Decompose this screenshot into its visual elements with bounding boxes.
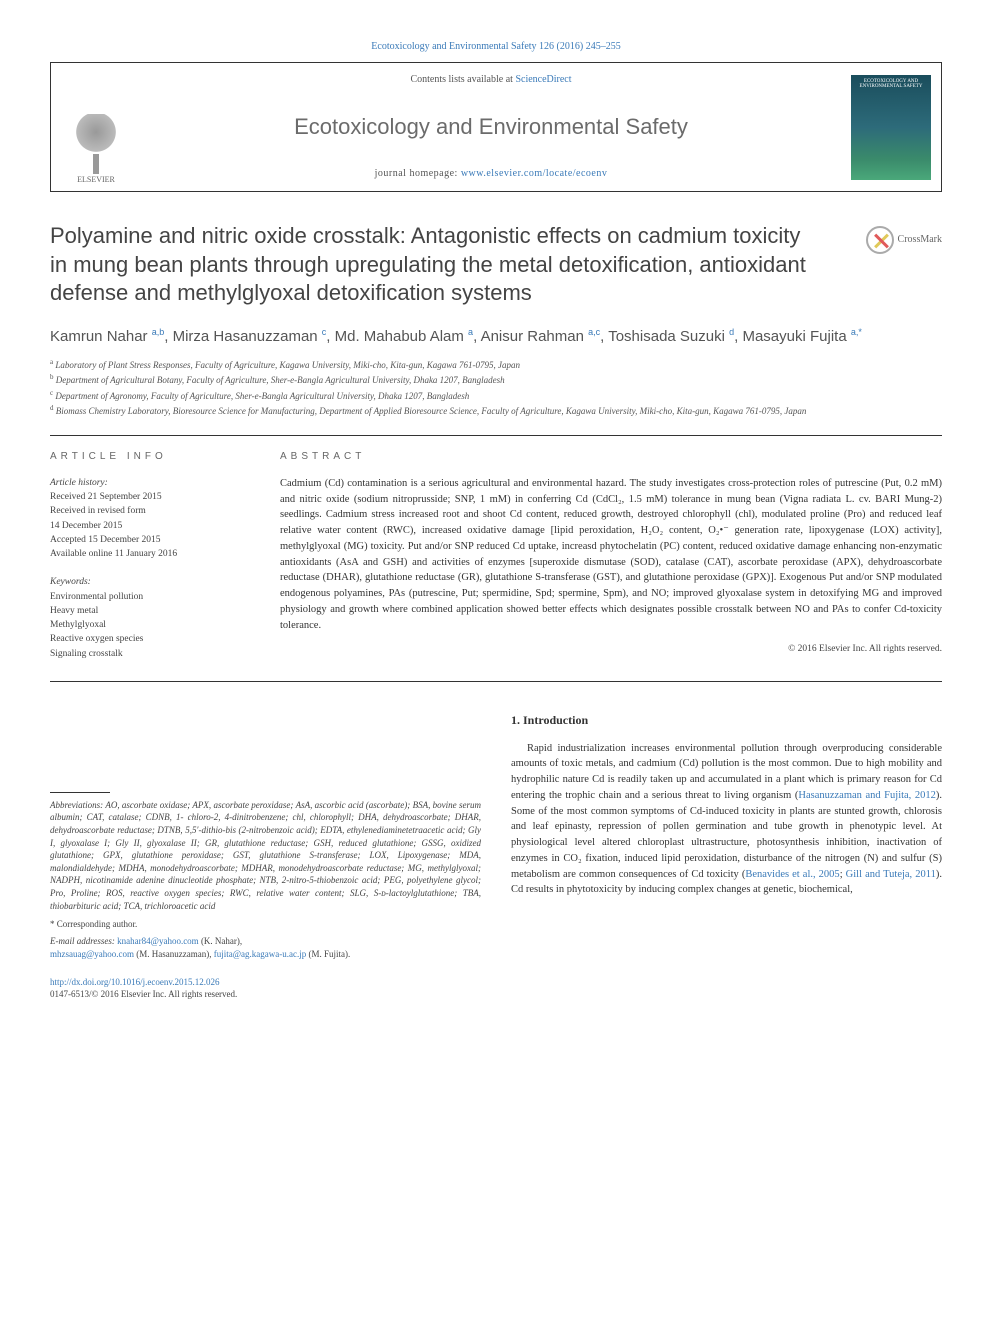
citation-link[interactable]: Hasanuzzaman and Fujita, 2012 — [798, 790, 936, 801]
article-info-label: ARTICLE INFO — [50, 450, 250, 464]
homepage-prefix: journal homepage: — [375, 168, 461, 179]
crossmark-badge[interactable]: CrossMark — [866, 226, 942, 254]
affiliations: a Laboratory of Plant Stress Responses, … — [50, 357, 942, 419]
history-line: Received in revised form — [50, 504, 250, 518]
right-column: 1. Introduction Rapid industrialization … — [511, 712, 942, 1001]
history-line: Received 21 September 2015 — [50, 490, 250, 504]
divider-bottom — [50, 681, 942, 682]
email-name: (M. Hasanuzzaman), — [134, 949, 214, 959]
left-column: Abbreviations: AO, ascorbate oxidase; AP… — [50, 712, 481, 1001]
journal-cover-icon: ECOTOXICOLOGY AND ENVIRONMENTAL SAFETY — [851, 75, 931, 180]
keyword-item: Environmental pollution — [50, 590, 250, 604]
email-link[interactable]: fujita@ag.kagawa-u.ac.jp — [214, 949, 307, 959]
publisher-logo-cell: ELSEVIER — [51, 63, 141, 191]
homepage-link[interactable]: www.elsevier.com/locate/ecoenv — [461, 168, 608, 179]
history-line: Accepted 15 December 2015 — [50, 533, 250, 547]
keyword-item: Signaling crosstalk — [50, 647, 250, 661]
abbreviations-block: Abbreviations: AO, ascorbate oxidase; AP… — [50, 799, 481, 912]
elsevier-logo: ELSEVIER — [71, 114, 121, 185]
citation-reference: Ecotoxicology and Environmental Safety 1… — [50, 40, 942, 54]
crossmark-label: CrossMark — [898, 233, 942, 247]
contents-line: Contents lists available at ScienceDirec… — [410, 73, 571, 87]
abstract-column: ABSTRACT Cadmium (Cd) contamination is a… — [280, 450, 942, 661]
introduction-text: Rapid industrialization increases enviro… — [511, 741, 942, 899]
corresponding-author: * Corresponding author. — [50, 918, 481, 931]
email-name: (M. Fujita). — [306, 949, 350, 959]
sciencedirect-link[interactable]: ScienceDirect — [515, 74, 571, 85]
email-link[interactable]: knahar84@yahoo.com — [117, 936, 199, 946]
affiliation-line: c Department of Agronomy, Faculty of Agr… — [50, 388, 942, 404]
affiliation-line: a Laboratory of Plant Stress Responses, … — [50, 357, 942, 373]
journal-cover-cell: ECOTOXICOLOGY AND ENVIRONMENTAL SAFETY — [841, 63, 941, 191]
article-title: Polyamine and nitric oxide crosstalk: An… — [50, 222, 942, 308]
doi-block: http://dx.doi.org/10.1016/j.ecoenv.2015.… — [50, 976, 481, 1001]
history-line: Available online 11 January 2016 — [50, 547, 250, 561]
email-name: (K. Nahar), — [199, 936, 242, 946]
publisher-name: ELSEVIER — [77, 174, 115, 185]
homepage-line: journal homepage: www.elsevier.com/locat… — [375, 167, 608, 181]
affiliation-line: d Biomass Chemistry Laboratory, Bioresou… — [50, 403, 942, 419]
journal-header: ELSEVIER Contents lists available at Sci… — [50, 62, 942, 192]
history-label: Article history: — [50, 476, 250, 490]
keyword-item: Heavy metal — [50, 604, 250, 618]
authors-line: Kamrun Nahar a,b, Mirza Hasanuzzaman c, … — [50, 326, 942, 347]
abbreviations-text: AO, ascorbate oxidase; APX, ascorbate pe… — [50, 800, 481, 911]
doi-link[interactable]: http://dx.doi.org/10.1016/j.ecoenv.2015.… — [50, 977, 220, 987]
keyword-item: Reactive oxygen species — [50, 632, 250, 646]
article-history: Article history: Received 21 September 2… — [50, 476, 250, 562]
emails-block: E-mail addresses: knahar84@yahoo.com (K.… — [50, 935, 481, 962]
header-center: Contents lists available at ScienceDirec… — [141, 63, 841, 191]
keywords-label: Keywords: — [50, 575, 250, 589]
emails-prefix: E-mail addresses: — [50, 936, 117, 946]
history-line: 14 December 2015 — [50, 519, 250, 533]
article-info-column: ARTICLE INFO Article history: Received 2… — [50, 450, 250, 661]
crossmark-icon — [866, 226, 894, 254]
introduction-heading: 1. Introduction — [511, 712, 942, 729]
elsevier-tree-icon — [71, 114, 121, 174]
footnote-divider — [50, 792, 110, 793]
contents-prefix: Contents lists available at — [410, 74, 515, 85]
abstract-text: Cadmium (Cd) contamination is a serious … — [280, 476, 942, 634]
abstract-copyright: © 2016 Elsevier Inc. All rights reserved… — [280, 643, 942, 656]
keywords: Keywords: Environmental pollutionHeavy m… — [50, 575, 250, 661]
issn-copyright: 0147-6513/© 2016 Elsevier Inc. All right… — [50, 989, 237, 999]
journal-cover-text: ECOTOXICOLOGY AND ENVIRONMENTAL SAFETY — [855, 79, 927, 90]
affiliation-line: b Department of Agricultural Botany, Fac… — [50, 372, 942, 388]
citation-link[interactable]: Benavides et al., 2005 — [745, 869, 839, 880]
journal-name: Ecotoxicology and Environmental Safety — [294, 112, 688, 143]
abstract-label: ABSTRACT — [280, 450, 942, 464]
keyword-item: Methylglyoxal — [50, 618, 250, 632]
email-link[interactable]: mhzsauag@yahoo.com — [50, 949, 134, 959]
citation-link[interactable]: Gill and Tuteja, 2011 — [846, 869, 936, 880]
abbreviations-label: Abbreviations: — [50, 800, 103, 810]
